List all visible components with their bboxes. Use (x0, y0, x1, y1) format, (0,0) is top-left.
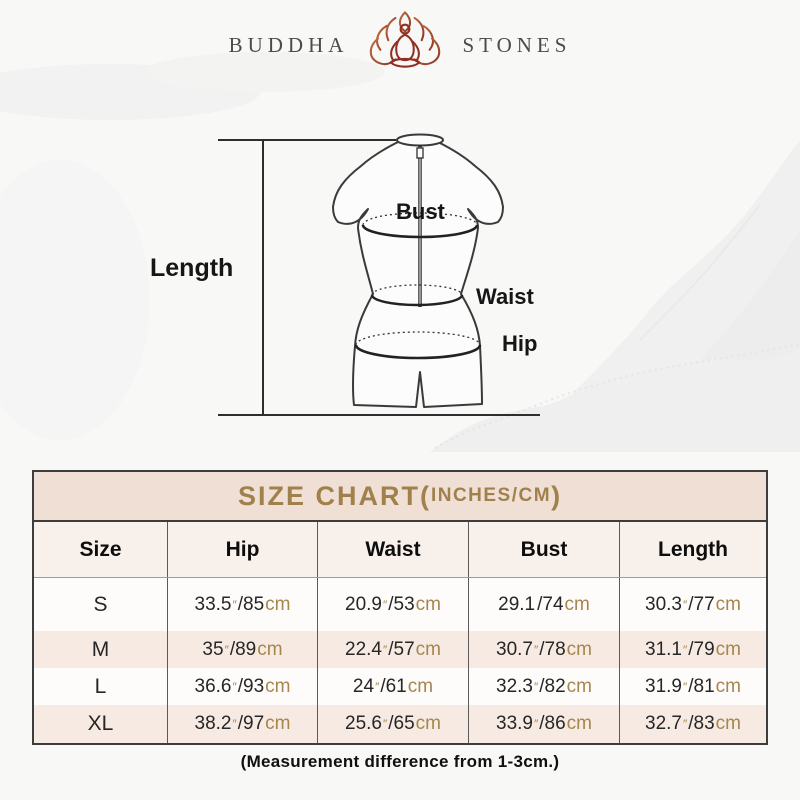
size-value: S (34, 578, 168, 631)
length-measurement: 31.1 ″/79 cm (645, 638, 741, 660)
bust-label: Bust (396, 199, 445, 224)
hip-measurement: 33.5 ″/85 cm (168, 578, 318, 631)
size-value: M (34, 631, 168, 668)
waist-measurement: 20.9 ″/53 cm (318, 578, 469, 631)
column-header-length: Length (658, 537, 728, 561)
title-units: INCHES/CM (430, 485, 552, 506)
bust-measurement: 33.9 ″/86 cm (469, 705, 620, 743)
waist-measurement: 22.4 ″/57 cm (318, 631, 469, 668)
hip-measurement: 35 ″/89 cm (168, 631, 318, 668)
table-row: L 36.6 ″/93 cm 24 ″/61 cm 32.3 ″/82 cm 31.9 ″/8… (34, 668, 766, 705)
table-row: M 35 ″/89 cm 22.4 ″/57 cm 30.7 ″/78 cm 31.1 ″/7… (34, 631, 766, 668)
bust-measurement: 30.7 ″/78 cm (469, 631, 620, 668)
title-close: ) (551, 480, 563, 511)
size-chart-table: SIZE CHART(INCHES/CM) Size Hip Waist Bus… (32, 470, 768, 745)
bust-measurement: 29.1/74 cm (469, 578, 620, 631)
table-header-row: Size Hip Waist Bust Length (34, 522, 766, 578)
length-measurement: 31.9 ″/81 cm (645, 675, 741, 697)
measurement-note: (Measurement difference from 1-3cm.) (240, 752, 560, 771)
lotus-meditation-icon (370, 11, 441, 68)
hip-label: Hip (502, 331, 538, 356)
waist-label: Waist (476, 284, 534, 309)
waist-measurement: 24 ″/61 cm (318, 668, 469, 705)
hip-measurement: 38.2 ″/97 cm (168, 705, 318, 743)
bust-measurement: 32.3 ″/82 cm (469, 668, 620, 705)
size-value: L (34, 668, 168, 705)
brand-header: BUDDHA (0, 10, 800, 80)
length-measurement: 32.7 ″/83 cm (645, 713, 741, 734)
column-header-waist: Waist (318, 522, 469, 577)
brand-name-right: STONES (462, 32, 572, 57)
waist-measurement: 25.6 ″/65 cm (318, 705, 469, 743)
title-main: SIZE CHART( (237, 480, 431, 511)
size-chart-title: SIZE CHART(INCHES/CM) (34, 472, 766, 522)
size-value: XL (34, 705, 168, 743)
brand-name-left: BUDDHA (228, 32, 349, 57)
measurement-diagram: Length Bust Waist Hip (130, 104, 560, 449)
column-header-size: Size (34, 522, 168, 577)
table-row: XL 38.2 ″/97 cm 25.6 ″/65 cm 33.9 ″/86 cm 32.7… (34, 705, 766, 743)
column-header-hip: Hip (168, 522, 318, 577)
hip-measurement: 36.6 ″/93 cm (168, 668, 318, 705)
table-row: S 33.5 ″/85 cm 20.9 ″/53 cm 29.1/74 cm 30.3 ″ /… (34, 578, 766, 631)
column-header-bust: Bust (469, 522, 620, 577)
garment-outline-drawing (218, 133, 540, 416)
length-measurement: 30.3 ″/77 cm (645, 593, 741, 615)
length-label: Length (150, 254, 234, 282)
